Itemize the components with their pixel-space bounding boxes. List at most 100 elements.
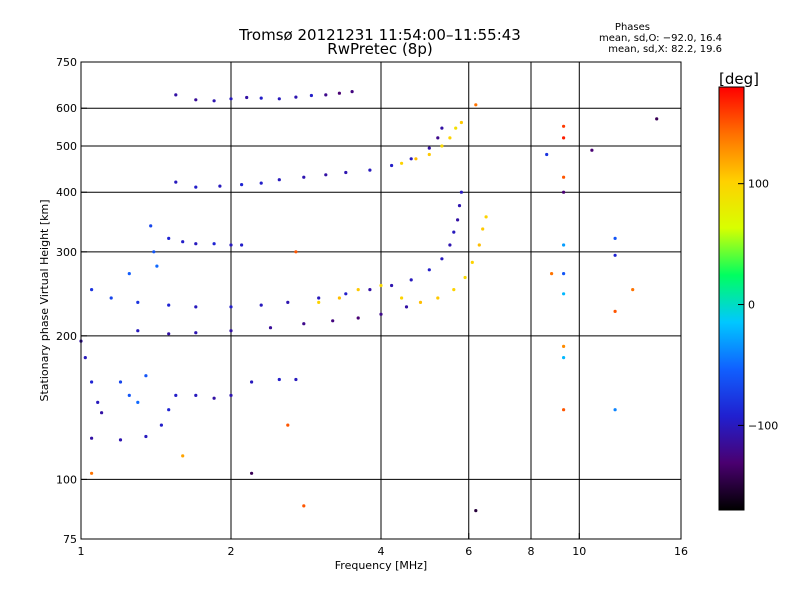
stats-x-mode: mean, sd,X: 82.2, 19.6 xyxy=(608,44,722,55)
data-point-o xyxy=(127,272,131,276)
data-point-x xyxy=(317,300,321,304)
data-point-o xyxy=(136,300,140,304)
data-point-o xyxy=(118,380,123,384)
data-point-o xyxy=(90,436,94,440)
colorbar-ticks: 100 0 −100 xyxy=(738,178,778,432)
data-point-o xyxy=(194,185,198,189)
data-point-o xyxy=(294,95,298,99)
x-tick-label: 16 xyxy=(674,545,688,558)
data-point-o xyxy=(167,303,171,307)
data-point-o xyxy=(174,93,178,97)
data-point-o xyxy=(174,393,178,397)
x-tick-label: 1 xyxy=(78,545,85,558)
stats-heading: Phases xyxy=(614,22,650,33)
x-axis-label: Frequency [MHz] xyxy=(335,559,427,572)
data-point-o xyxy=(277,97,281,101)
y-axis-ticks: 75 100 200 300 400 500 600 750 xyxy=(56,56,87,546)
data-points xyxy=(79,90,659,513)
data-point-o xyxy=(83,356,87,360)
y-tick-label: 750 xyxy=(56,56,77,69)
data-point-o xyxy=(229,329,233,333)
data-point-o xyxy=(259,96,263,100)
data-point-x xyxy=(562,272,566,276)
data-point-x xyxy=(562,356,566,360)
data-point-x xyxy=(400,161,404,165)
data-point-x xyxy=(427,152,431,157)
data-point-x xyxy=(545,152,549,157)
data-point-o xyxy=(127,393,131,397)
y-tick-label: 200 xyxy=(56,330,77,343)
y-tick-label: 100 xyxy=(56,473,77,486)
data-point-o xyxy=(409,157,413,161)
colorbar-tick-label: 0 xyxy=(748,299,755,312)
data-point-x xyxy=(590,148,594,152)
data-point-o xyxy=(136,400,140,404)
data-point-x xyxy=(250,471,254,475)
data-point-o xyxy=(457,204,462,208)
data-point-o xyxy=(440,126,444,130)
data-point-o xyxy=(194,242,198,246)
data-point-o xyxy=(90,288,94,292)
data-point-o xyxy=(324,173,328,177)
data-point-o xyxy=(459,190,463,194)
data-point-o xyxy=(109,296,113,300)
data-point-x xyxy=(474,509,478,513)
x-tick-label: 2 xyxy=(228,545,235,558)
data-point-o xyxy=(245,95,249,100)
data-point-o xyxy=(259,303,263,307)
data-point-o xyxy=(277,178,281,182)
data-point-o xyxy=(118,438,123,442)
data-point-o xyxy=(436,136,440,140)
data-point-o xyxy=(259,181,263,185)
data-point-o xyxy=(136,329,140,333)
data-point-o xyxy=(344,170,348,175)
x-tick-label: 6 xyxy=(465,545,472,558)
data-point-o xyxy=(174,180,178,184)
data-point-o xyxy=(250,380,254,384)
data-point-o xyxy=(194,305,198,309)
data-point-o xyxy=(229,393,233,397)
data-point-x xyxy=(436,296,440,300)
data-point-x xyxy=(379,283,383,288)
data-point-o xyxy=(302,175,306,179)
data-point-o xyxy=(404,305,409,309)
y-tick-label: 300 xyxy=(56,246,77,259)
data-point-x xyxy=(613,236,617,240)
x-tick-label: 4 xyxy=(378,545,385,558)
data-point-x xyxy=(613,309,617,313)
data-point-o xyxy=(194,331,198,335)
data-point-x xyxy=(418,300,423,304)
grid-lines xyxy=(81,62,681,539)
data-point-x xyxy=(400,296,404,300)
data-point-x xyxy=(448,136,452,140)
data-point-o xyxy=(294,377,298,382)
data-point-o xyxy=(212,99,216,103)
data-point-x xyxy=(562,136,566,140)
data-point-x xyxy=(562,292,566,296)
data-point-o xyxy=(229,243,233,247)
data-point-o xyxy=(427,268,431,272)
data-point-x xyxy=(562,408,566,412)
data-point-x xyxy=(562,124,566,128)
data-point-o xyxy=(218,184,222,188)
data-point-x xyxy=(454,126,458,130)
data-point-o xyxy=(356,316,360,320)
data-point-o xyxy=(167,408,171,412)
data-point-o xyxy=(144,374,148,378)
data-point-o xyxy=(440,257,444,261)
data-point-x xyxy=(562,243,566,247)
data-point-o xyxy=(90,380,94,384)
data-point-o xyxy=(344,292,348,296)
data-point-o xyxy=(350,90,354,94)
data-point-o xyxy=(144,434,148,439)
data-point-o xyxy=(167,332,171,336)
data-point-o xyxy=(390,163,394,168)
data-point-o xyxy=(212,242,216,246)
data-point-o xyxy=(337,91,341,95)
data-point-o xyxy=(448,243,452,247)
data-point-x xyxy=(181,454,185,458)
data-point-o xyxy=(159,423,163,427)
data-point-x xyxy=(286,423,290,427)
data-point-x xyxy=(550,272,554,276)
data-point-x xyxy=(414,157,418,161)
